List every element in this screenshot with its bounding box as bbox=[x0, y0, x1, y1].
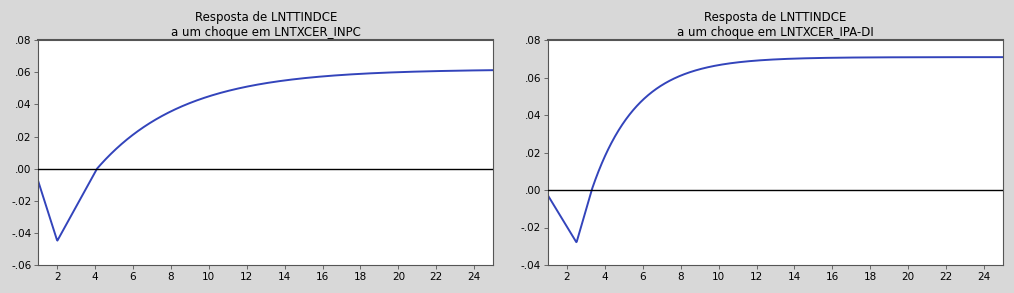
Title: Resposta de LNTTINDCE
a um choque em LNTXCER_IPA-DI: Resposta de LNTTINDCE a um choque em LNT… bbox=[677, 11, 874, 39]
Title: Resposta de LNTTINDCE
a um choque em LNTXCER_INPC: Resposta de LNTTINDCE a um choque em LNT… bbox=[170, 11, 361, 39]
